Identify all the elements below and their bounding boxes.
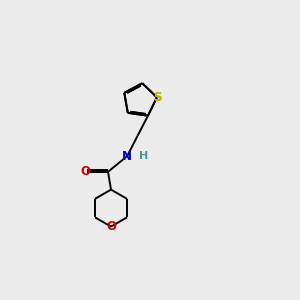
Text: N: N [122,150,132,163]
Text: O: O [80,165,90,178]
Text: S: S [153,91,161,104]
Text: S: S [153,91,161,104]
Text: H: H [139,151,148,161]
Text: O: O [106,220,116,233]
